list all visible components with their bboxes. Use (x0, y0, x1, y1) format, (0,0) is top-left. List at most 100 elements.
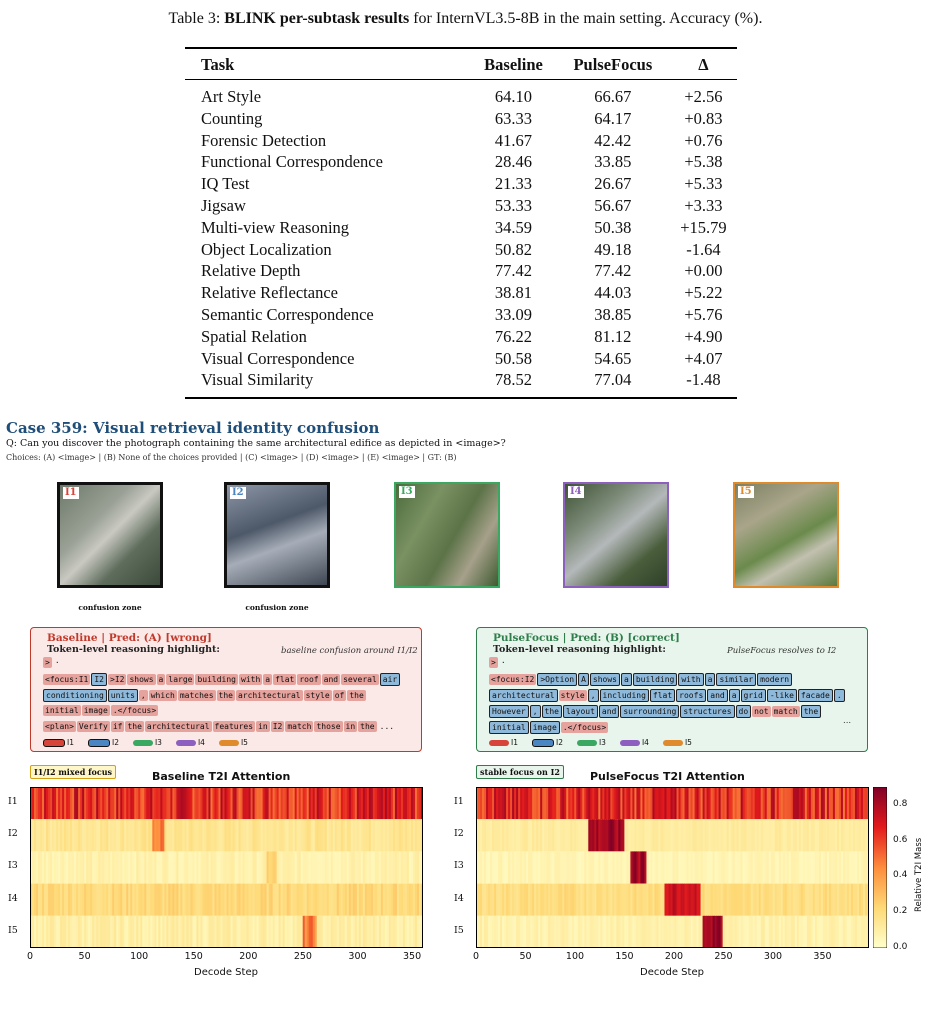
x-tick-label: 50 (78, 951, 91, 962)
table-caption: Table 3: BLINK per-subtask results for I… (0, 10, 931, 28)
token: the (125, 721, 144, 732)
x-tick-label: 350 (403, 951, 422, 962)
task-cell: Visual Correspondence (201, 348, 355, 368)
legend-swatch (132, 740, 153, 746)
token: >I2 (108, 674, 127, 685)
token: flat (649, 689, 676, 702)
legend-swatch (43, 739, 65, 747)
caption-suffix: for InternVL3.5-8B in the main setting. … (413, 10, 763, 27)
token: including (599, 689, 649, 702)
legend-item: I2 (531, 738, 563, 747)
token: the (541, 705, 562, 718)
pulsefocus-cell: 54.65 (594, 348, 632, 368)
delta-cell: +0.83 (684, 108, 723, 128)
thumbnail-label: I4 (568, 486, 584, 498)
pulsefocus-heatmap (476, 787, 869, 948)
baseline-panel-note: baseline confusion around I1/I2 (281, 646, 418, 656)
delta-cell: +5.76 (684, 304, 723, 324)
baseline-cell: 78.52 (494, 370, 533, 390)
delta-cell: +5.22 (684, 283, 723, 303)
baseline-cell: 38.81 (494, 283, 533, 303)
pulsefocus-panel-title: PulseFocus | Pred: (B) [correct] (493, 632, 680, 644)
token: .</focus> (560, 722, 609, 733)
colorbar-tick: 0.6 (893, 834, 908, 845)
baseline-cell: 77.42 (494, 261, 533, 281)
task-cell: Functional Correspondence (201, 152, 383, 172)
colorbar (873, 787, 887, 948)
legend-label: I3 (154, 738, 162, 747)
pulsefocus-cell: 77.04 (594, 370, 632, 390)
token-line: conditioning units, which matches the archite… (43, 689, 367, 702)
x-tick-label: 350 (813, 951, 832, 962)
x-tick-label: 0 (472, 951, 480, 962)
legend-label: I4 (197, 738, 205, 747)
baseline-xlabel: Decode Step (194, 967, 258, 978)
x-tick-label: 100 (565, 951, 585, 962)
token: initial (489, 721, 529, 734)
table-row: Object Localization 50.82 49.18 -1.64 (185, 239, 737, 261)
token: > (43, 657, 52, 668)
legend-item: I1 (489, 738, 518, 747)
pulsefocus-cell: 26.67 (594, 174, 632, 194)
token: · (500, 658, 506, 667)
token: match (771, 706, 800, 717)
legend-label: I3 (598, 738, 606, 747)
pulsefocus-heatmap-tag: stable focus on I2 (476, 765, 564, 779)
table-row: Visual Similarity 78.52 77.04 -1.48 (185, 369, 737, 399)
thumbnail-i1: I1 (57, 482, 163, 588)
table-row: Spatial Relation 76.22 81.12 +4.90 (185, 326, 737, 348)
token: , (587, 689, 599, 702)
token: and (321, 674, 341, 685)
baseline-heatmap-tag: I1/I2 mixed focus (30, 765, 117, 779)
pulsefocus-panel-subtitle: Token-level reasoning highlight: (493, 644, 666, 655)
token: air (379, 673, 401, 686)
delta-cell: +5.38 (684, 152, 723, 172)
legend-swatch (531, 739, 554, 747)
delta-cell: +15.79 (680, 217, 727, 237)
token: style (303, 690, 332, 701)
legend-label: I1 (67, 738, 74, 747)
token: the (800, 705, 822, 718)
baseline-cell: 50.58 (494, 348, 533, 368)
table-row: Relative Depth 77.42 77.42 +0.00 (185, 260, 737, 282)
legend-item: I4 (175, 738, 205, 747)
task-cell: Relative Reflectance (201, 283, 338, 303)
token: initial (43, 705, 81, 716)
task-cell: IQ Test (201, 174, 250, 194)
token: in (256, 721, 270, 732)
token-line: <plan> Verify if the architectural features in… (43, 721, 397, 732)
pulsefocus-cell: 66.67 (594, 87, 632, 106)
token: style (558, 690, 587, 701)
legend-item: I3 (576, 738, 606, 747)
pulsefocus-panel: PulseFocus | Pred: (B) [correct] Token-l… (476, 627, 868, 752)
token: which (148, 690, 177, 701)
colorbar-tick: 0.8 (893, 798, 908, 809)
token: architectural (235, 690, 303, 701)
token: the (216, 690, 235, 701)
token: with (239, 674, 263, 685)
task-cell: Relative Depth (201, 261, 301, 281)
token: and (598, 705, 620, 718)
token: large (166, 674, 195, 685)
baseline-legend: I1 I2 I3 I4 I5 (43, 738, 262, 747)
delta-cell: +4.90 (684, 326, 723, 346)
results-table: Task Baseline PulseFocus Δ Art Style 64.1… (185, 47, 737, 399)
token-line: <focus:I1 I2 >I2 shows a large building with a fl… (43, 673, 401, 686)
heatmap-row-label: I1 (8, 796, 18, 807)
pulsefocus-panel-note: PulseFocus resolves to I2 (727, 646, 837, 656)
token-line: However, the layout and surrounding structure… (489, 705, 822, 718)
legend-item: I3 (132, 738, 162, 747)
delta-cell: -1.64 (686, 239, 721, 259)
token: in (343, 721, 358, 732)
header-task: Task (185, 48, 472, 80)
pulsefocus-heatmap-title: PulseFocus T2I Attention (590, 770, 745, 783)
table-row: Counting 63.33 64.17 +0.83 (185, 108, 737, 130)
legend-item: I4 (619, 738, 649, 747)
legend-label: I2 (111, 738, 119, 747)
token: shows (127, 674, 156, 685)
baseline-cell: 33.09 (494, 304, 533, 324)
token: do (735, 705, 752, 718)
token-line: > · (43, 657, 63, 668)
task-cell: Semantic Correspondence (201, 304, 374, 324)
